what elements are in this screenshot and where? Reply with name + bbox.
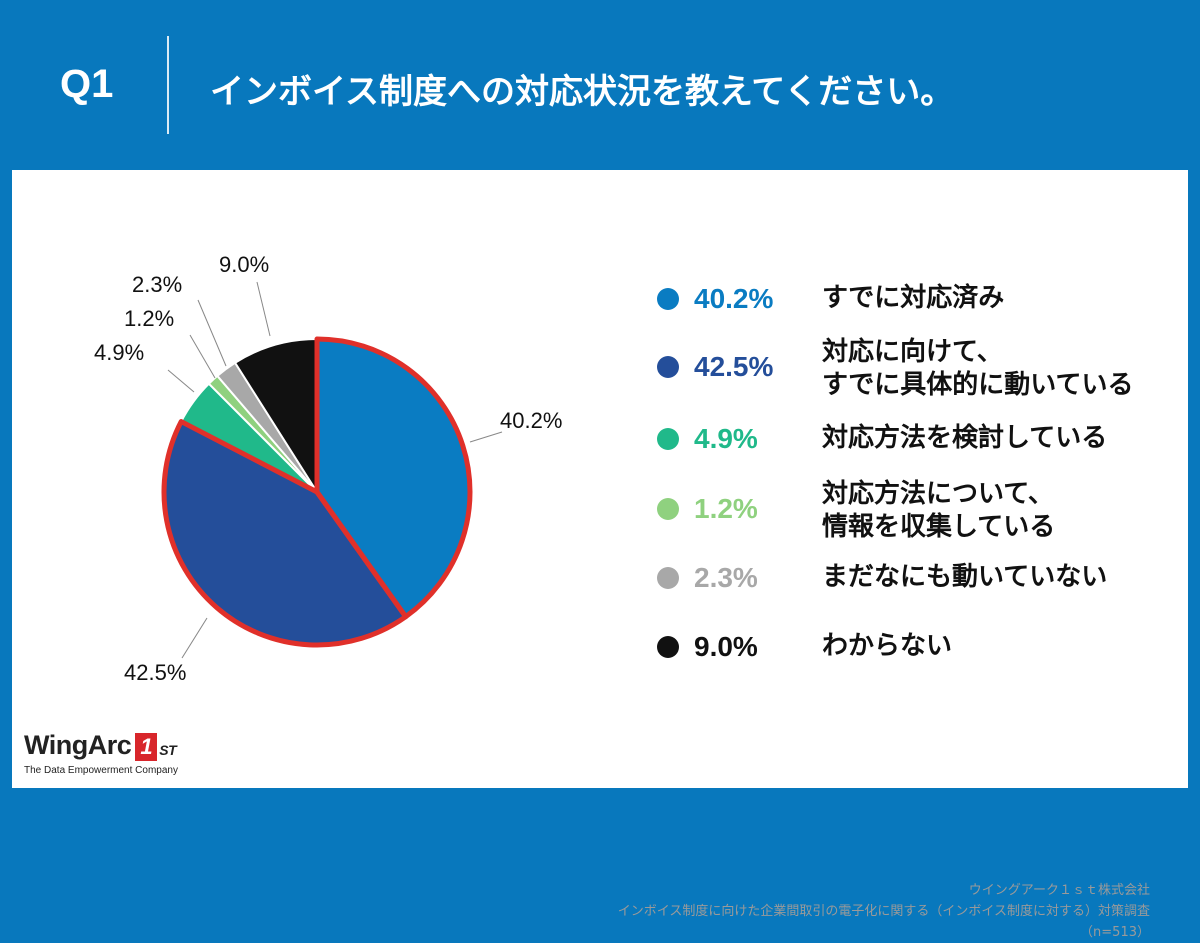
legend-percent: 2.3% bbox=[694, 562, 758, 593]
legend-percent: 9.0% bbox=[694, 631, 758, 662]
question-number: Q1 bbox=[60, 62, 114, 106]
legend-item: 1.2% 対応方法について、 情報を収集している bbox=[657, 478, 1055, 544]
legend-item: 9.0% わからない bbox=[657, 630, 952, 664]
leader-line bbox=[197, 299, 227, 367]
leader-line bbox=[189, 334, 216, 379]
logo-name-text: WingArc bbox=[24, 730, 132, 760]
question-title: インボイス制度への対応状況を教えてください。 bbox=[210, 72, 955, 112]
credit-company: ウイングアーク１ｓｔ株式会社 bbox=[968, 883, 1150, 898]
legend-percent: 40.2% bbox=[694, 283, 774, 314]
logo-st: ST bbox=[159, 742, 177, 758]
legend-item: 42.5% 対応に向けて、 すでに具体的に動いている bbox=[657, 336, 1133, 402]
wingarc-logo: WingArc 1 ST The Data Empowerment Compan… bbox=[24, 730, 178, 776]
header-bar: Q1 インボイス制度への対応状況を教えてください。 bbox=[0, 0, 1200, 170]
legend-label: すでに対応済み bbox=[822, 283, 1005, 313]
slice-data-label: 4.9% bbox=[94, 340, 144, 365]
legend-dot bbox=[657, 567, 679, 589]
slice-data-label: 9.0% bbox=[219, 252, 269, 277]
slice-data-label: 1.2% bbox=[124, 306, 174, 331]
legend-label: 対応方法について、 情報を収集している bbox=[822, 479, 1056, 542]
leader-line bbox=[181, 617, 208, 659]
legend-label: 対応方法を検討している bbox=[822, 423, 1108, 453]
leader-line bbox=[167, 369, 195, 393]
legend-item: 40.2% すでに対応済み bbox=[657, 282, 1004, 316]
legend-label: わからない bbox=[822, 631, 953, 661]
legend-percent: 1.2% bbox=[694, 493, 758, 524]
source-credit: ウイングアーク１ｓｔ株式会社 インボイス制度に向けた企業間取引の電子化に関する（… bbox=[618, 880, 1150, 943]
chart-panel: 40.2% 42.5% 4.9% 1.2% 2.3% 9.0% 40.2% すでに対応済み… bbox=[12, 170, 1188, 940]
legend-dot bbox=[657, 498, 679, 520]
legend-item: 4.9% 対応方法を検討している bbox=[657, 422, 1107, 456]
legend-label: 対応に向けて、 すでに具体的に動いている bbox=[822, 337, 1134, 400]
slice-data-label: 42.5% bbox=[124, 660, 186, 685]
header-divider bbox=[167, 36, 169, 134]
legend-dot bbox=[657, 428, 679, 450]
credit-survey: インボイス制度に向けた企業間取引の電子化に関する（インボイス制度に対する）対策調… bbox=[617, 904, 1150, 919]
legend-item: 2.3% まだなにも動いていない bbox=[657, 561, 1107, 595]
slice-highlight-outline bbox=[314, 336, 473, 620]
credit-sample: （n=513） bbox=[1080, 925, 1150, 940]
legend-label: まだなにも動いていない bbox=[822, 562, 1108, 592]
slice-data-label: 40.2% bbox=[500, 408, 562, 433]
pie-chart: 40.2% 42.5% 4.9% 1.2% 2.3% 9.0% bbox=[94, 252, 562, 685]
slice-data-label: 2.3% bbox=[132, 272, 182, 297]
slice-highlight-outline bbox=[161, 419, 409, 648]
logo-mark: 1 bbox=[135, 733, 158, 761]
leader-line bbox=[469, 431, 503, 443]
logo-wordmark: WingArc 1 ST bbox=[24, 730, 178, 761]
legend-dot bbox=[657, 288, 679, 310]
legend-percent: 42.5% bbox=[694, 351, 774, 382]
legend-dot bbox=[657, 636, 679, 658]
leader-line bbox=[256, 281, 271, 337]
legend-percent: 4.9% bbox=[694, 423, 758, 454]
logo-tagline: The Data Empowerment Company bbox=[24, 765, 178, 776]
legend-dot bbox=[657, 356, 679, 378]
